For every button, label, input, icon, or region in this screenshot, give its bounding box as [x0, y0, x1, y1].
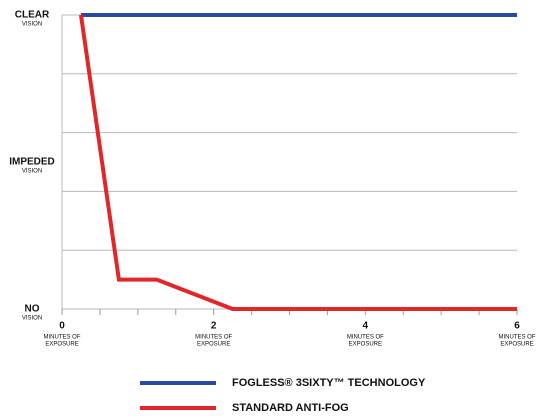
x-tick-sublabel: EXPOSURE — [45, 342, 78, 348]
x-tick-sublabel: MINUTES OF — [347, 335, 384, 341]
y-tick-label: IMPEDED — [9, 157, 55, 168]
y-tick-sublabel: VISION — [22, 22, 42, 28]
x-tick-sublabel: EXPOSURE — [500, 342, 533, 348]
legend-label: STANDARD ANTI-FOG — [232, 402, 349, 414]
x-tick-sublabel: EXPOSURE — [349, 342, 382, 348]
legend-label: FOGLESS® 3SIXTY™ TECHNOLOGY — [232, 377, 426, 389]
y-tick-sublabel: VISION — [22, 169, 42, 175]
line-series — [78, 14, 517, 311]
x-tick-sublabel: MINUTES OF — [195, 335, 232, 341]
x-tick-sublabel: MINUTES OF — [499, 335, 536, 341]
y-tick-sublabel: VISION — [22, 316, 42, 322]
x-tick-label: 4 — [363, 321, 369, 332]
x-tick-label: 6 — [514, 321, 520, 332]
y-tick-label: NO — [25, 304, 40, 315]
x-tick-sublabel: EXPOSURE — [197, 342, 230, 348]
x-tick-label: 2 — [211, 321, 217, 332]
y-tick-label: CLEAR — [15, 10, 50, 21]
x-tick-sublabel: MINUTES OF — [44, 335, 81, 341]
x-tick-label: 0 — [59, 321, 65, 332]
